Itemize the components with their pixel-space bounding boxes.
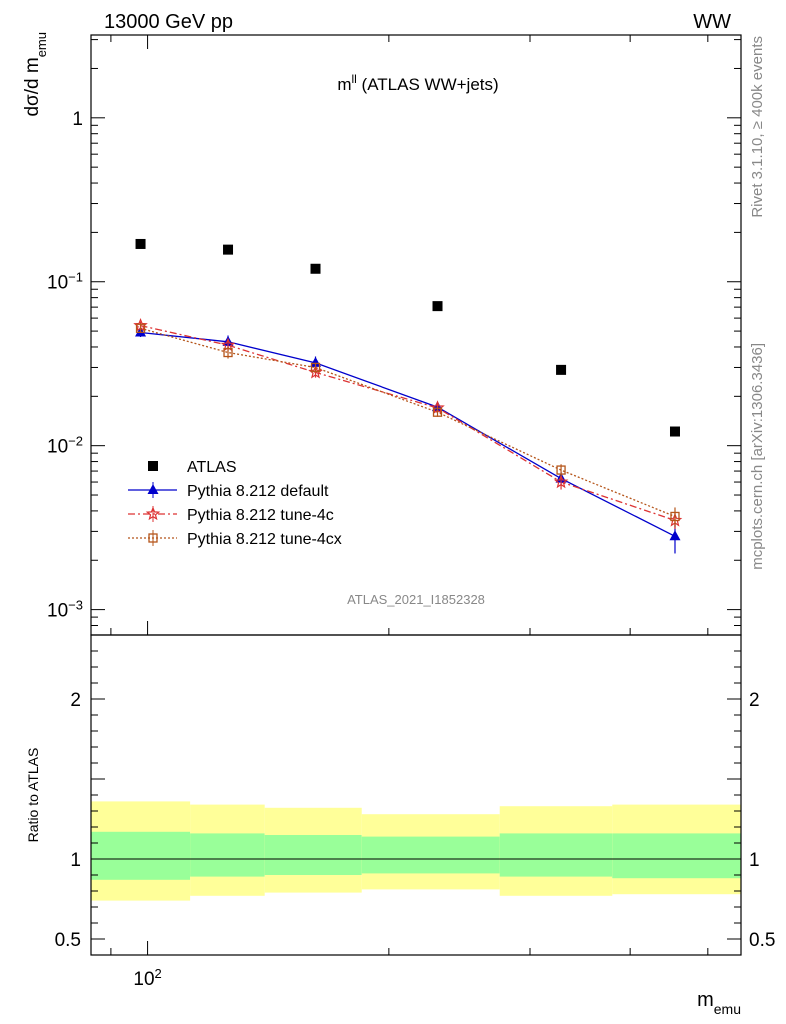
y-tick-label: 10−3 bbox=[47, 597, 83, 622]
data-point-pythia-8-212-tune-4cx bbox=[223, 347, 233, 358]
legend-entry: ATLAS bbox=[148, 459, 237, 476]
ratio-y-tick-label-right: 1 bbox=[749, 850, 760, 871]
data-point-pythia-8-212-tune-4c bbox=[553, 474, 569, 489]
y-axis-label: dσ/d memu bbox=[22, 32, 49, 117]
data-point-pythia-8-212-tune-4cx bbox=[310, 362, 321, 373]
data-point-atlas bbox=[223, 244, 234, 255]
legend-entry: Pythia 8.212 default bbox=[128, 482, 329, 500]
data-point-pythia-8-212-default bbox=[669, 530, 681, 541]
legend-label: Pythia 8.212 tune-4cx bbox=[187, 531, 342, 548]
ratio-y-tick-label-right: 2 bbox=[749, 690, 760, 711]
data-point-pythia-8-212-default bbox=[310, 356, 322, 367]
legend-label: Pythia 8.212 default bbox=[187, 483, 329, 500]
legend-entry: Pythia 8.212 tune-4cx bbox=[128, 530, 342, 548]
legend-entry: Pythia 8.212 tune-4c bbox=[128, 506, 334, 524]
ratio-frame bbox=[90, 634, 742, 956]
x-tick-label: 102 bbox=[133, 966, 161, 991]
legend-label: Pythia 8.212 tune-4c bbox=[187, 507, 334, 524]
ratio-y-tick-label: 0.5 bbox=[55, 930, 81, 951]
series-line-pythia-8-212-default bbox=[140, 331, 676, 537]
ratio-band-inner bbox=[190, 833, 265, 877]
data-point-pythia-8-212-tune-4cx bbox=[556, 465, 566, 475]
mcplots-label: mcplots.cern.ch [arXiv:1306.3436] bbox=[749, 343, 766, 570]
legend-marker bbox=[145, 506, 161, 521]
y-tick-label: 1 bbox=[72, 109, 83, 130]
legend-label: ATLAS bbox=[187, 459, 237, 476]
data-point-pythia-8-212-tune-4cx bbox=[135, 323, 146, 333]
ratio-y-axis-label: Ratio to ATLAS bbox=[25, 748, 41, 843]
x-axis-label: memu bbox=[697, 989, 741, 1017]
data-point-atlas bbox=[556, 364, 567, 375]
watermark-label: ATLAS_2021_I1852328 bbox=[347, 592, 485, 607]
header-right: WW bbox=[693, 11, 731, 33]
data-point-pythia-8-212-tune-4cx bbox=[670, 511, 680, 522]
data-point-pythia-8-212-tune-4cx bbox=[432, 407, 443, 417]
data-point-atlas bbox=[135, 238, 146, 249]
legend-marker bbox=[148, 533, 158, 543]
legend-marker bbox=[147, 484, 159, 494]
ratio-band-inner bbox=[499, 833, 613, 877]
rivet-label: Rivet 3.1.10, ≥ 400k events bbox=[749, 36, 766, 218]
ratio-y-tick-label: 1 bbox=[70, 850, 81, 871]
header-left: 13000 GeV pp bbox=[104, 11, 233, 33]
y-tick-label: 10−1 bbox=[47, 269, 83, 294]
ratio-band-inner bbox=[612, 833, 741, 879]
data-point-atlas bbox=[669, 426, 680, 437]
ratio-y-tick-label-right: 0.5 bbox=[749, 930, 775, 951]
series-line-pythia-8-212-tune-4cx bbox=[140, 327, 676, 518]
ratio-y-tick-label: 2 bbox=[70, 690, 81, 711]
ratio-band-inner bbox=[91, 831, 191, 880]
ratio-band-inner bbox=[264, 835, 362, 875]
y-tick-label: 10−2 bbox=[47, 433, 83, 458]
ratio-band-inner bbox=[361, 836, 500, 874]
plot-title: mll (ATLAS WW+jets) bbox=[337, 72, 498, 94]
data-point-atlas bbox=[310, 263, 321, 274]
data-point-atlas bbox=[432, 301, 443, 312]
legend-marker bbox=[148, 461, 158, 471]
